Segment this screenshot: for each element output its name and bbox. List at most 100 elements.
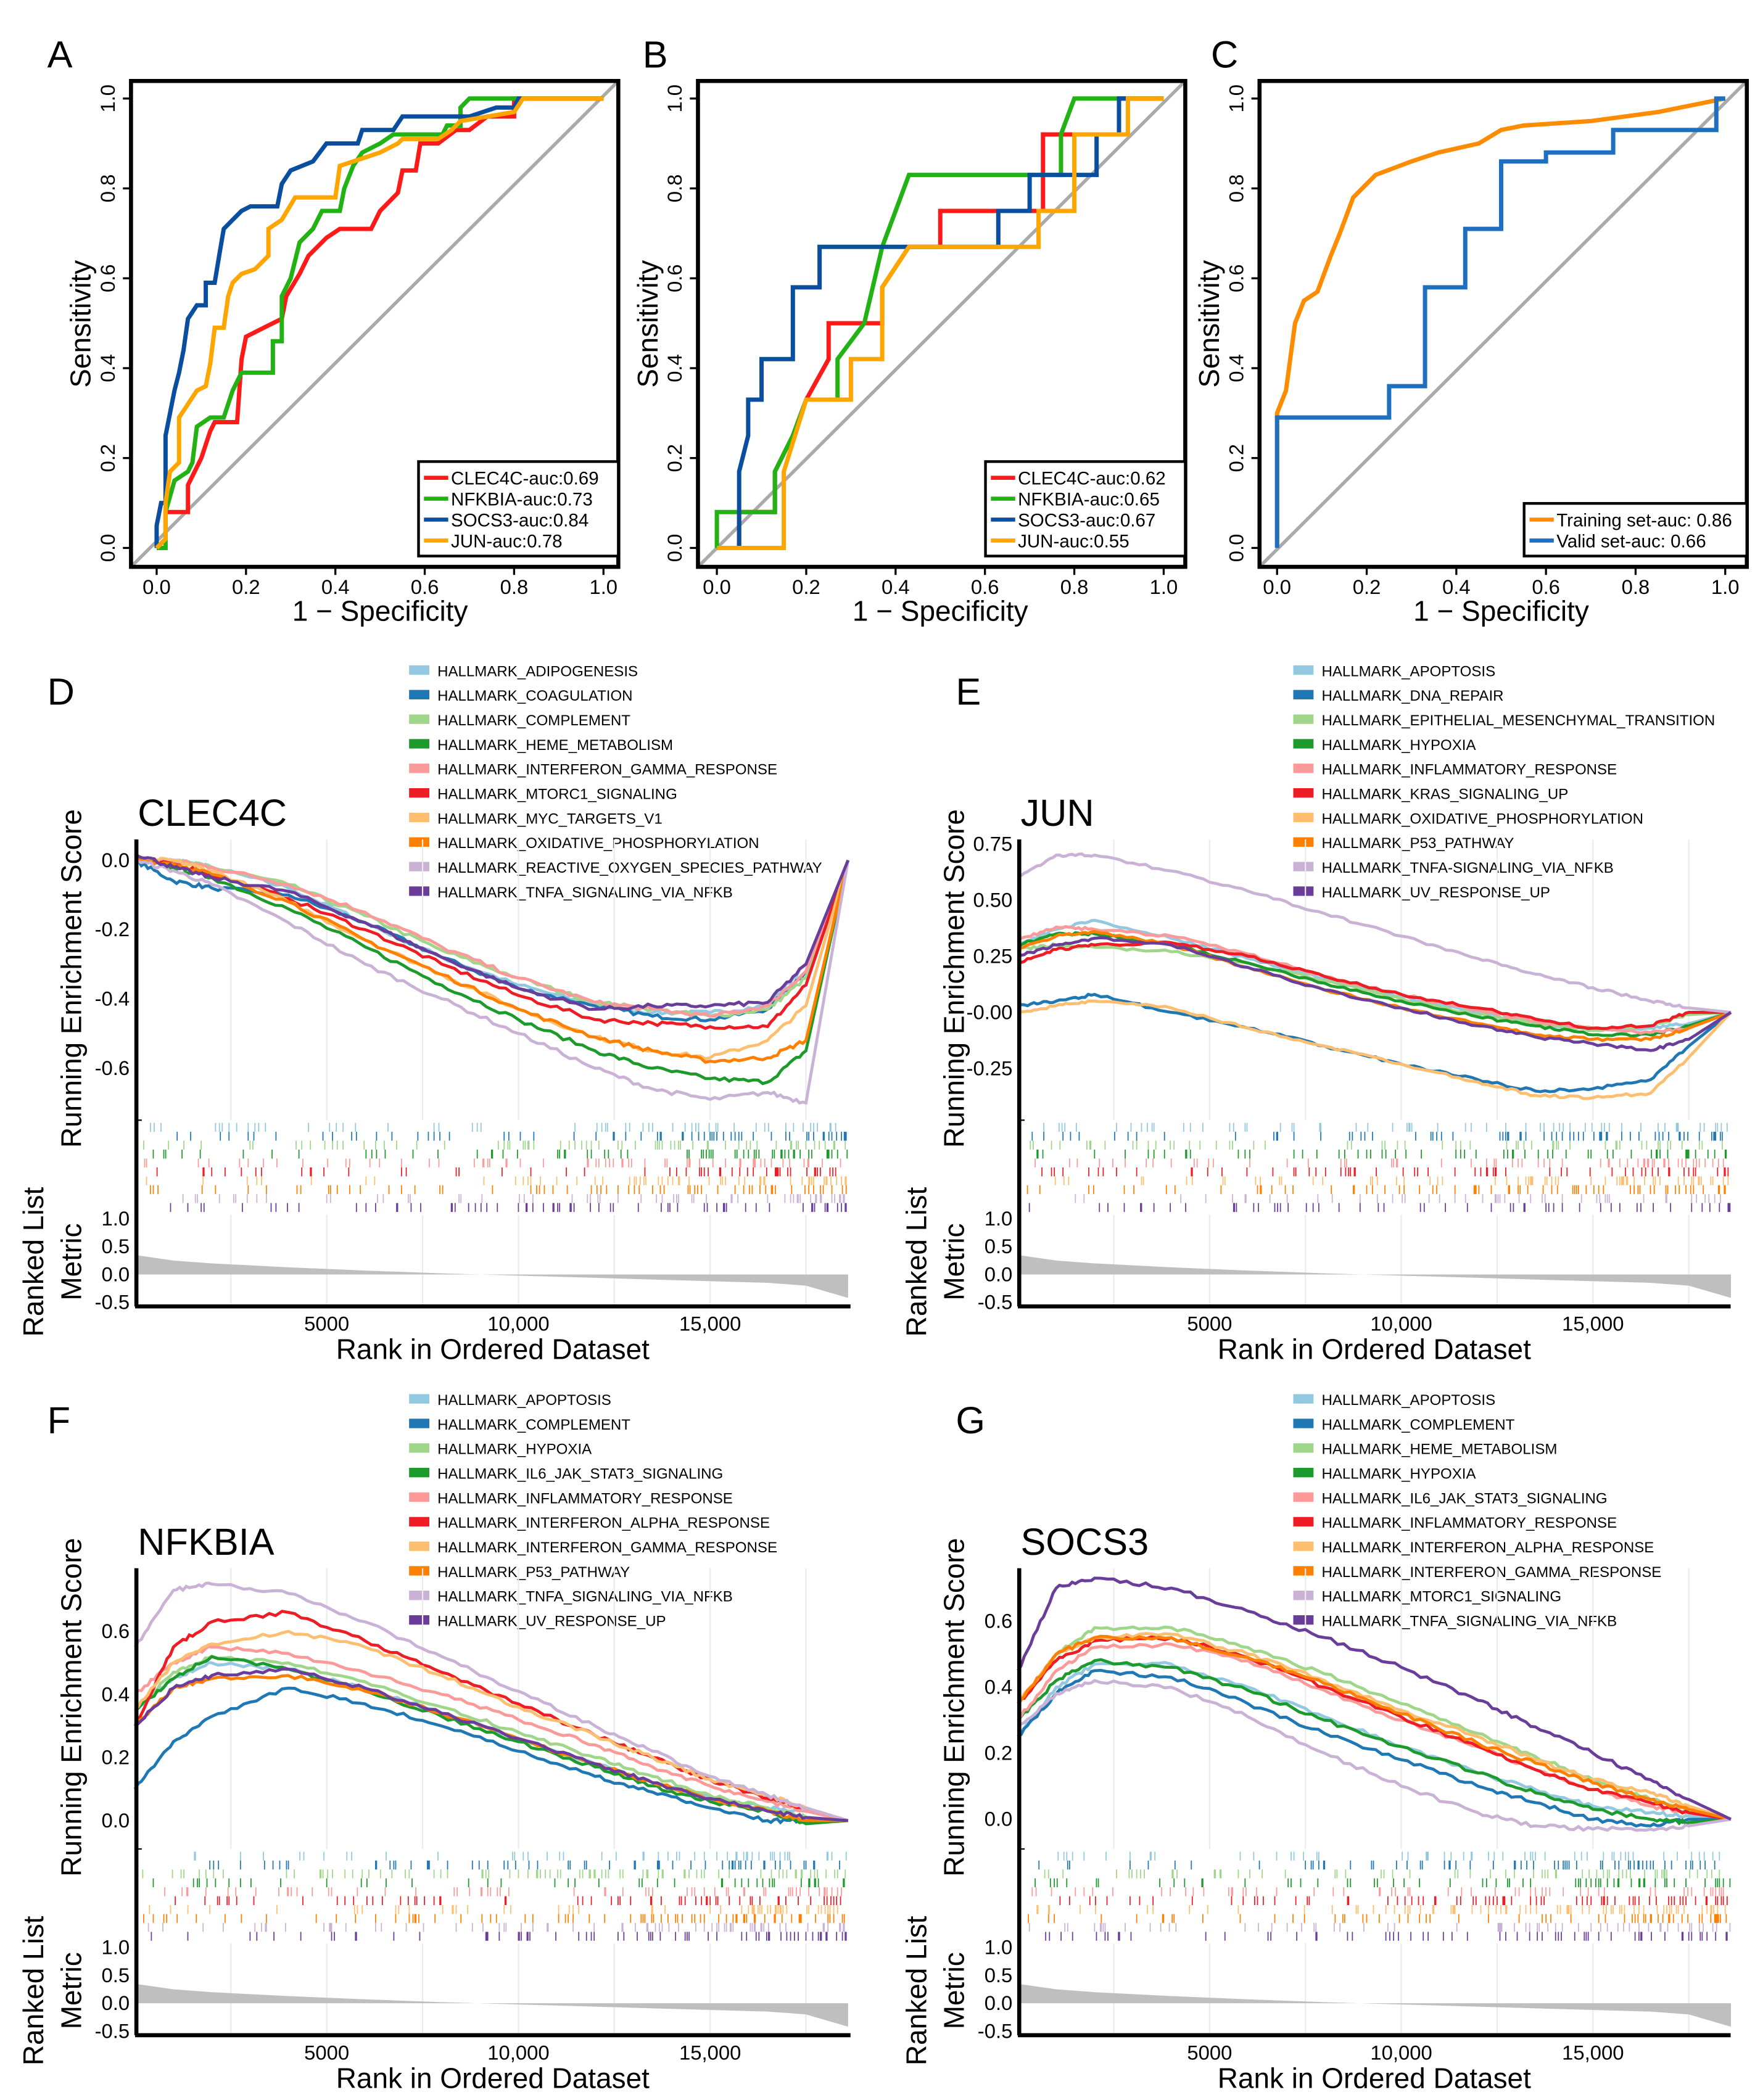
hit-ticks-3	[152, 1878, 845, 1888]
legend-label: Valid set-auc: 0.66	[1556, 531, 1706, 551]
roc-curve-0	[1274, 96, 1726, 548]
hit-ticks-3	[1034, 1878, 1731, 1888]
legend-label: HALLMARK_HEME_METABOLISM	[437, 737, 673, 754]
x-tick-label: 0.0	[703, 575, 731, 598]
legend-swatch	[1293, 1443, 1314, 1453]
legend-swatch	[1293, 1541, 1314, 1551]
hit-ticks-7	[1026, 1185, 1726, 1195]
plot-frame	[696, 79, 1187, 569]
legend-swatch	[409, 665, 429, 675]
hit-ticks-6	[1036, 1905, 1726, 1914]
es-curve-6	[1017, 999, 1732, 1100]
legend-label: SOCS3-auc:0.84	[451, 510, 588, 530]
es-curve-5	[1017, 1635, 1732, 1821]
legend-label: HALLMARK_OXIDATIVE_PHOSPHORYLATION	[437, 835, 759, 852]
es-curve-9	[134, 1667, 848, 1822]
legend-label: HALLMARK_HEME_METABOLISM	[1321, 1441, 1557, 1458]
es-tick-label: -0.6	[95, 1056, 130, 1079]
hit-ticks-1	[176, 1132, 847, 1141]
legend-swatch	[1293, 788, 1314, 798]
panel-letter: A	[47, 33, 73, 75]
es-curve-1	[1017, 992, 1732, 1093]
metric-tick-label: -0.5	[95, 2019, 130, 2042]
x-tick-label: 10,000	[1370, 2041, 1432, 2064]
metric-tick-label: 0.5	[102, 1964, 130, 1987]
x-tick-label: 10,000	[487, 1312, 549, 1335]
es-curve-8	[1017, 1679, 1732, 1832]
gene-title: JUN	[1020, 792, 1094, 834]
legend-swatch	[409, 862, 429, 871]
legend-swatch	[409, 714, 429, 724]
legend-swatch	[1293, 665, 1314, 675]
es-axis-label: Running Enrichment Score	[938, 809, 970, 1148]
es-tick-label: 0.6	[985, 1609, 1013, 1632]
hit-ticks-9	[151, 1932, 847, 1941]
gene-title: CLEC4C	[138, 792, 287, 834]
hit-ticks-2	[1030, 1140, 1723, 1150]
y-tick-label: 0.0	[663, 534, 686, 562]
hit-ticks-4	[144, 1158, 841, 1167]
legend-label: HALLMARK_UV_RESPONSE_UP	[1321, 884, 1550, 901]
legend-label: HALLMARK_MYC_TARGETS_V1	[437, 810, 663, 827]
es-curve-0	[1017, 918, 1732, 1032]
es-tick-label: 0.4	[985, 1676, 1013, 1699]
legend-label: HALLMARK_INTERFERON_GAMMA_RESPONSE	[437, 762, 777, 778]
x-axis-label: Rank in Ordered Dataset	[336, 1333, 650, 1365]
legend-swatch	[1293, 1467, 1314, 1478]
y-tick-label: 0.0	[1225, 534, 1248, 562]
metric-axis-label-1: Ranked List	[900, 1187, 932, 1337]
gsea-panel-f: F NFKBIA HALLMARK_APOPTOSIS HALLMARK_COMPLE…	[17, 1392, 851, 2094]
metric-tick-label: -0.5	[95, 1291, 130, 1314]
legend-swatch	[409, 690, 429, 699]
legend-label: HALLMARK_HYPOXIA	[437, 1441, 592, 1458]
hit-ticks-5	[175, 1896, 841, 1906]
hit-ticks-6	[146, 1176, 847, 1185]
legend-swatch	[1293, 1394, 1314, 1404]
legend-label: HALLMARK_REACTIVE_OXYGEN_SPECIES_PATHWAY	[437, 860, 822, 876]
legend-label: HALLMARK_ADIPOGENESIS	[437, 663, 638, 680]
legend-swatch	[409, 812, 429, 823]
legend-label: HALLMARK_TNFA_SIGNALING_VIA_NFKB	[437, 884, 733, 901]
x-tick-label: 1.0	[1150, 575, 1178, 598]
legend-label: HALLMARK_MTORC1_SIGNALING	[1321, 1589, 1561, 1605]
roc-curve-1	[1274, 96, 1725, 548]
metric-tick-label: 1.0	[102, 1936, 130, 1959]
legend-label: HALLMARK_EPITHELIAL_MESENCHYMAL_TRANSITI…	[1321, 712, 1715, 729]
legend-swatch	[1293, 1517, 1314, 1526]
legend-label: NFKBIA-auc:0.73	[451, 490, 593, 510]
x-axis-label: 1 − Specificity	[853, 595, 1028, 627]
es-curve-9	[1017, 1576, 1732, 1821]
es-tick-label: 0.75	[973, 832, 1012, 855]
x-tick-label: 0.4	[1442, 575, 1471, 598]
x-tick-label: 10,000	[487, 2041, 549, 2064]
es-tick-label: 0.2	[102, 1746, 130, 1769]
legend-swatch	[409, 1419, 429, 1428]
legend-swatch	[409, 1467, 429, 1478]
x-tick-label: 0.8	[1622, 575, 1650, 598]
roc-curve-2	[717, 96, 1164, 550]
ranked-metric-area	[1018, 1983, 1732, 2027]
x-tick-label: 1.0	[1711, 575, 1740, 598]
hit-ticks-5	[156, 1167, 836, 1177]
legend-label: HALLMARK_INFLAMMATORY_RESPONSE	[437, 1490, 733, 1507]
reference-diagonal	[1258, 80, 1748, 569]
legend-swatch	[1293, 862, 1314, 871]
hit-ticks-3	[152, 1149, 848, 1159]
legend-label: HALLMARK_COMPLEMENT	[437, 1417, 630, 1433]
y-tick-label: 0.4	[1225, 354, 1248, 382]
hit-ticks-5	[1059, 1896, 1728, 1906]
legend-label: Training set-auc: 0.86	[1556, 510, 1732, 530]
legend-label: HALLMARK_INTERFERON_GAMMA_RESPONSE	[437, 1539, 777, 1556]
plot-frame	[1257, 79, 1749, 569]
es-tick-label: 0.0	[102, 1809, 130, 1832]
hit-ticks-0	[150, 1122, 836, 1132]
es-tick-label: -0.2	[95, 918, 130, 941]
roc-curve-0	[155, 96, 604, 550]
hit-ticks-6	[1054, 1176, 1729, 1185]
roc-panel-a: A 0.0 0.0 0.2 0.2 0.4 0.4 0.6 0.6 0.8 0.8 1.0 1.0 1 −…	[47, 33, 621, 627]
legend-label: JUN-auc:0.55	[1018, 531, 1129, 551]
es-axis-label: Running Enrichment Score	[938, 1538, 970, 1877]
legend-box	[417, 460, 620, 558]
es-tick-label: -0.4	[95, 987, 130, 1010]
legend-swatch	[409, 739, 429, 749]
